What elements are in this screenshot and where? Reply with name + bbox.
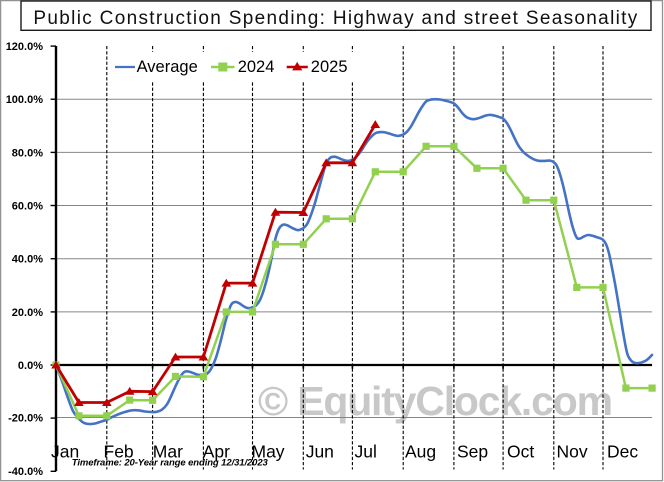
svg-text:Nov: Nov (557, 441, 588, 461)
svg-text:100.0%: 100.0% (6, 94, 44, 106)
svg-text:2024: 2024 (238, 58, 275, 76)
svg-text:20.0%: 20.0% (12, 307, 43, 319)
svg-text:-40.0%: -40.0% (8, 466, 43, 478)
svg-text:80.0%: 80.0% (12, 147, 43, 159)
svg-text:Apr: Apr (203, 441, 230, 461)
svg-text:0.0%: 0.0% (18, 360, 43, 372)
svg-text:Sep: Sep (457, 441, 488, 461)
svg-text:Jan: Jan (51, 441, 79, 461)
svg-text:Mar: Mar (153, 441, 183, 461)
svg-text:Aug: Aug (405, 441, 436, 461)
svg-text:Jun: Jun (306, 441, 334, 461)
svg-text:120.0%: 120.0% (6, 41, 44, 53)
svg-text:2025: 2025 (311, 58, 348, 76)
svg-text:Public Construction Spending:: Public Construction Spending: Highway an… (33, 8, 638, 29)
svg-text:40.0%: 40.0% (12, 254, 43, 266)
svg-text:Jul: Jul (355, 441, 377, 461)
svg-text:Timeframe: 20-Year range endin: Timeframe: 20-Year range ending 12/31/20… (72, 457, 269, 468)
svg-text:Average: Average (137, 58, 198, 76)
svg-text:Oct: Oct (507, 441, 534, 461)
svg-text:Dec: Dec (607, 441, 638, 461)
svg-text:60.0%: 60.0% (12, 200, 43, 212)
svg-text:May: May (252, 441, 285, 461)
svg-text:Feb: Feb (104, 441, 134, 461)
svg-text:-20.0%: -20.0% (8, 412, 43, 424)
